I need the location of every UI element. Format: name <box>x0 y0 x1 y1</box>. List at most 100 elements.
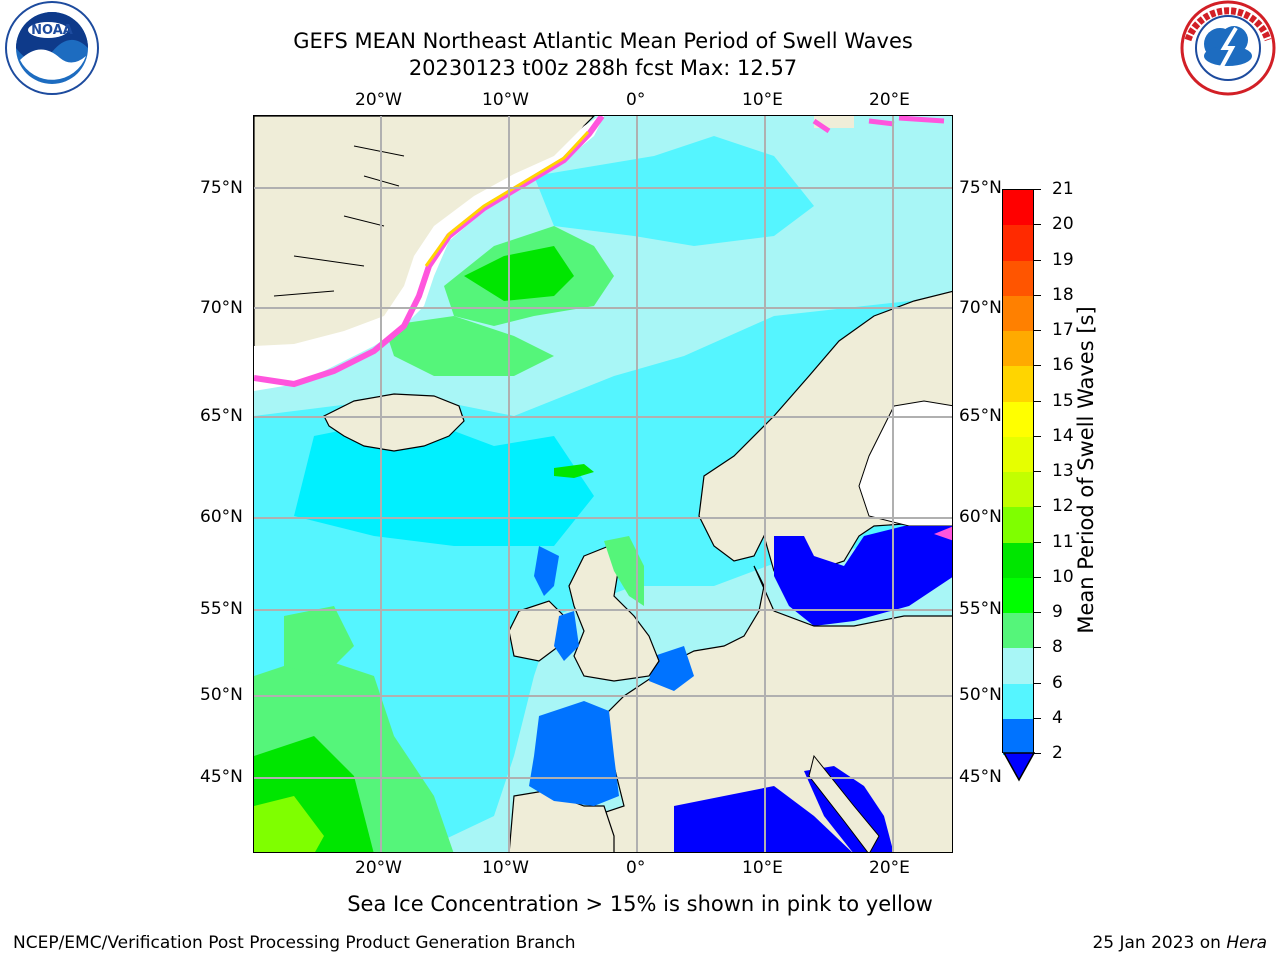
colorbar-segment <box>1003 331 1033 367</box>
lat-right-label: 60°N <box>959 507 1002 527</box>
channel-low-swell <box>649 646 694 691</box>
footer-machine: Hera <box>1226 933 1267 953</box>
colorbar-tick-label: 21 <box>1052 179 1074 199</box>
lon-top-label: 20°W <box>355 90 402 110</box>
bothnia-ice <box>858 400 952 527</box>
faroes-green-patch <box>554 464 594 478</box>
colorbar-tick-label: 2 <box>1052 743 1063 763</box>
colorbar-segment <box>1003 295 1033 332</box>
colorbar-segment <box>1003 436 1033 473</box>
chart-title: GEFS MEAN Northeast Atlantic Mean Period… <box>293 29 913 53</box>
colorbar-tick-mark <box>1033 330 1041 331</box>
colorbar-segment <box>1003 401 1033 438</box>
lat-left-label: 50°N <box>200 685 243 705</box>
lat-left-label: 75°N <box>200 178 243 198</box>
ice-caption: Sea Ice Concentration > 15% is shown in … <box>347 892 933 916</box>
colorbar-tick-mark <box>1033 576 1041 578</box>
colorbar-segment <box>1003 718 1033 754</box>
colorbar-tick-mark <box>1033 400 1041 402</box>
lat-right-label: 55°N <box>959 599 1002 619</box>
swell-band-11-12-sw <box>254 796 324 852</box>
lon-bottom-label: 10°E <box>742 858 783 878</box>
colorbar-segment <box>1003 648 1033 684</box>
lat-right-label: 45°N <box>959 767 1002 787</box>
lat-left-label: 70°N <box>200 298 243 318</box>
lat-left-label: 55°N <box>200 599 243 619</box>
lon-bottom-label: 20°W <box>355 858 402 878</box>
lon-bottom-label: 10°W <box>482 858 529 878</box>
lon-bottom-label: 20°E <box>869 858 910 878</box>
footer-date: 25 Jan 2023 on <box>1092 933 1227 953</box>
colorbar-tick-label: 18 <box>1052 284 1074 305</box>
west-scotland-low-swell <box>534 546 559 596</box>
colorbar-tick-label: 12 <box>1052 496 1074 517</box>
colorbar-segment <box>1003 577 1033 614</box>
colorbar-tick-mark <box>1033 259 1041 261</box>
italy-land <box>808 754 880 852</box>
iceland-land <box>323 393 465 452</box>
lat-right-label: 75°N <box>959 178 1002 198</box>
colorbar-tick-label: 16 <box>1052 355 1074 376</box>
colorbar-tick-label: 10 <box>1052 566 1074 587</box>
colorbar-segment <box>1003 366 1033 402</box>
lat-right-label: 65°N <box>959 406 1002 426</box>
colorbar-tick-mark <box>1033 224 1041 226</box>
footer-right: 25 Jan 2023 on Hera <box>1092 933 1267 953</box>
colorbar-segment <box>1003 507 1033 543</box>
colorbar-tick-label: 19 <box>1052 249 1074 270</box>
lat-left-label: 60°N <box>200 507 243 527</box>
chart-subtitle: 20230123 t00z 288h fcst Max: 12.57 <box>408 56 798 80</box>
colorbar-segment <box>1003 683 1033 720</box>
colorbar-tick-mark <box>1033 682 1041 684</box>
mediterranean-low-swell <box>674 786 852 852</box>
swell-band-9-10-west <box>284 606 354 676</box>
colorbar-tick-label: 20 <box>1052 214 1074 235</box>
colorbar-label: Mean Period of Swell Waves [s] <box>1074 306 1098 634</box>
irish-sea-low-swell <box>554 611 579 661</box>
colorbar-segment <box>1003 260 1033 297</box>
sea-ice-edge-pink <box>254 116 605 388</box>
lon-top-label: 0° <box>626 90 646 110</box>
swell-band-10-11-north <box>464 246 574 301</box>
colorbar-tick-label: 6 <box>1052 672 1063 693</box>
graticule <box>254 116 952 852</box>
biscay-low-swell <box>529 701 619 806</box>
north-sea-green-patch <box>604 536 644 606</box>
colorbar-extend-arrow <box>1003 752 1035 782</box>
colorbar-tick-label: 4 <box>1052 707 1063 728</box>
svalbard-ice-pink <box>812 116 945 134</box>
colorbar-tick-mark <box>1033 294 1041 296</box>
colorbar-segment <box>1003 542 1033 579</box>
colorbar-tick-mark <box>1033 471 1041 472</box>
noaa-logo: NOAA <box>0 0 104 104</box>
colorbar-tick-label: 14 <box>1052 425 1074 446</box>
lat-right-label: 50°N <box>959 685 1002 705</box>
colorbar-segment <box>1003 190 1033 226</box>
sea-ice-edge-yellow <box>424 130 590 267</box>
colorbar-tick-mark <box>1033 753 1041 754</box>
lat-left-label: 45°N <box>200 767 243 787</box>
colorbar-tick-label: 11 <box>1052 531 1074 552</box>
colorbar-tick-mark <box>1033 365 1041 367</box>
colorbar-tick-mark <box>1033 717 1041 719</box>
colorbar-segments <box>1002 189 1034 755</box>
colorbar-tick-mark <box>1033 541 1041 543</box>
lon-top-label: 10°W <box>482 90 529 110</box>
swell-band-6-8-north <box>534 136 814 246</box>
lon-top-label: 20°E <box>869 90 910 110</box>
colorbar-tick-mark <box>1033 612 1041 613</box>
swell-band-4-6 <box>294 416 594 546</box>
lon-bottom-label: 0° <box>626 858 646 878</box>
colorbar-segment <box>1003 472 1033 508</box>
colorbar-tick-label: 9 <box>1052 602 1063 622</box>
swell-period-map <box>254 116 952 852</box>
colorbar-tick-label: 13 <box>1052 461 1074 481</box>
nws-logo <box>1176 0 1280 104</box>
swell-band-9-10-mid <box>384 316 554 376</box>
noaa-logo-text: NOAA <box>31 23 73 38</box>
colorbar <box>1002 189 1034 755</box>
sea-ice-white <box>254 116 604 391</box>
colorbar-tick-mark <box>1033 506 1041 508</box>
colorbar-tick-mark <box>1033 435 1041 437</box>
colorbar-tick-label: 17 <box>1052 320 1074 340</box>
